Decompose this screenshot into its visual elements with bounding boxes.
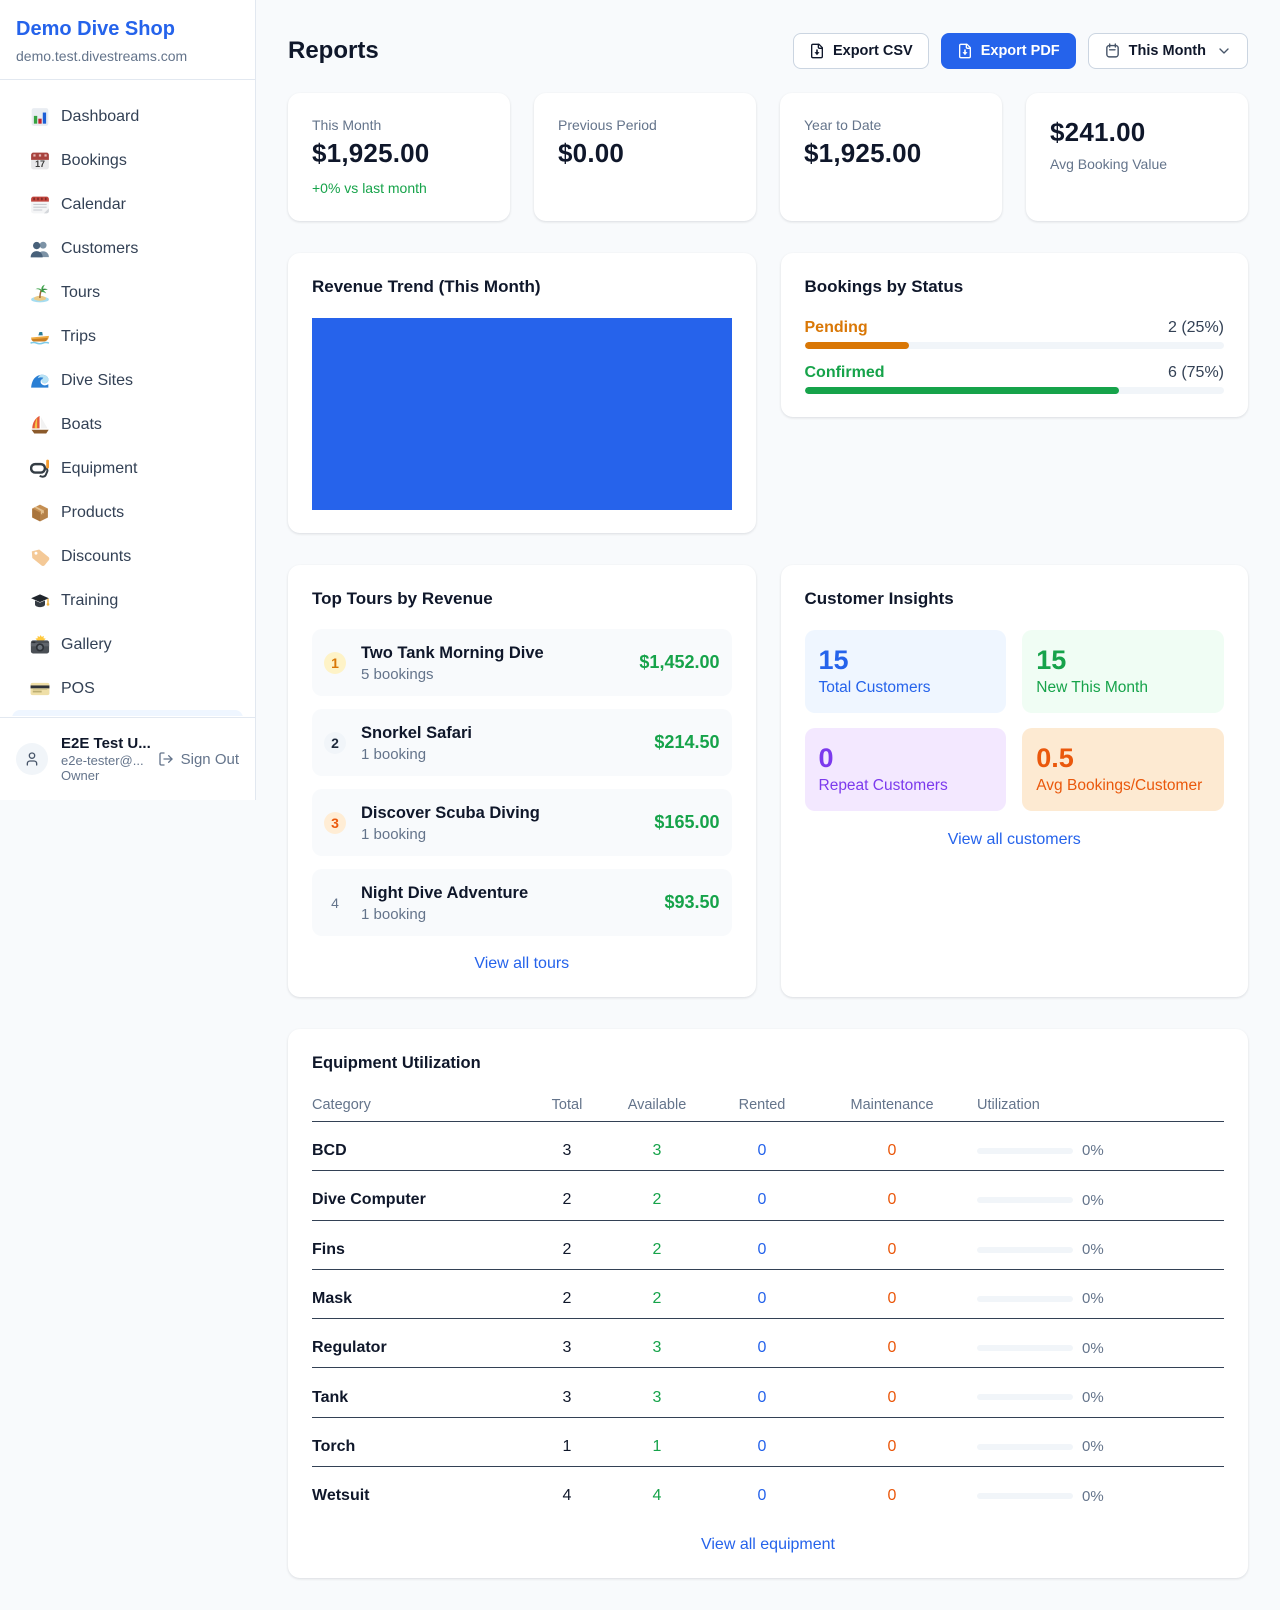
svg-text:17: 17 bbox=[35, 159, 45, 169]
